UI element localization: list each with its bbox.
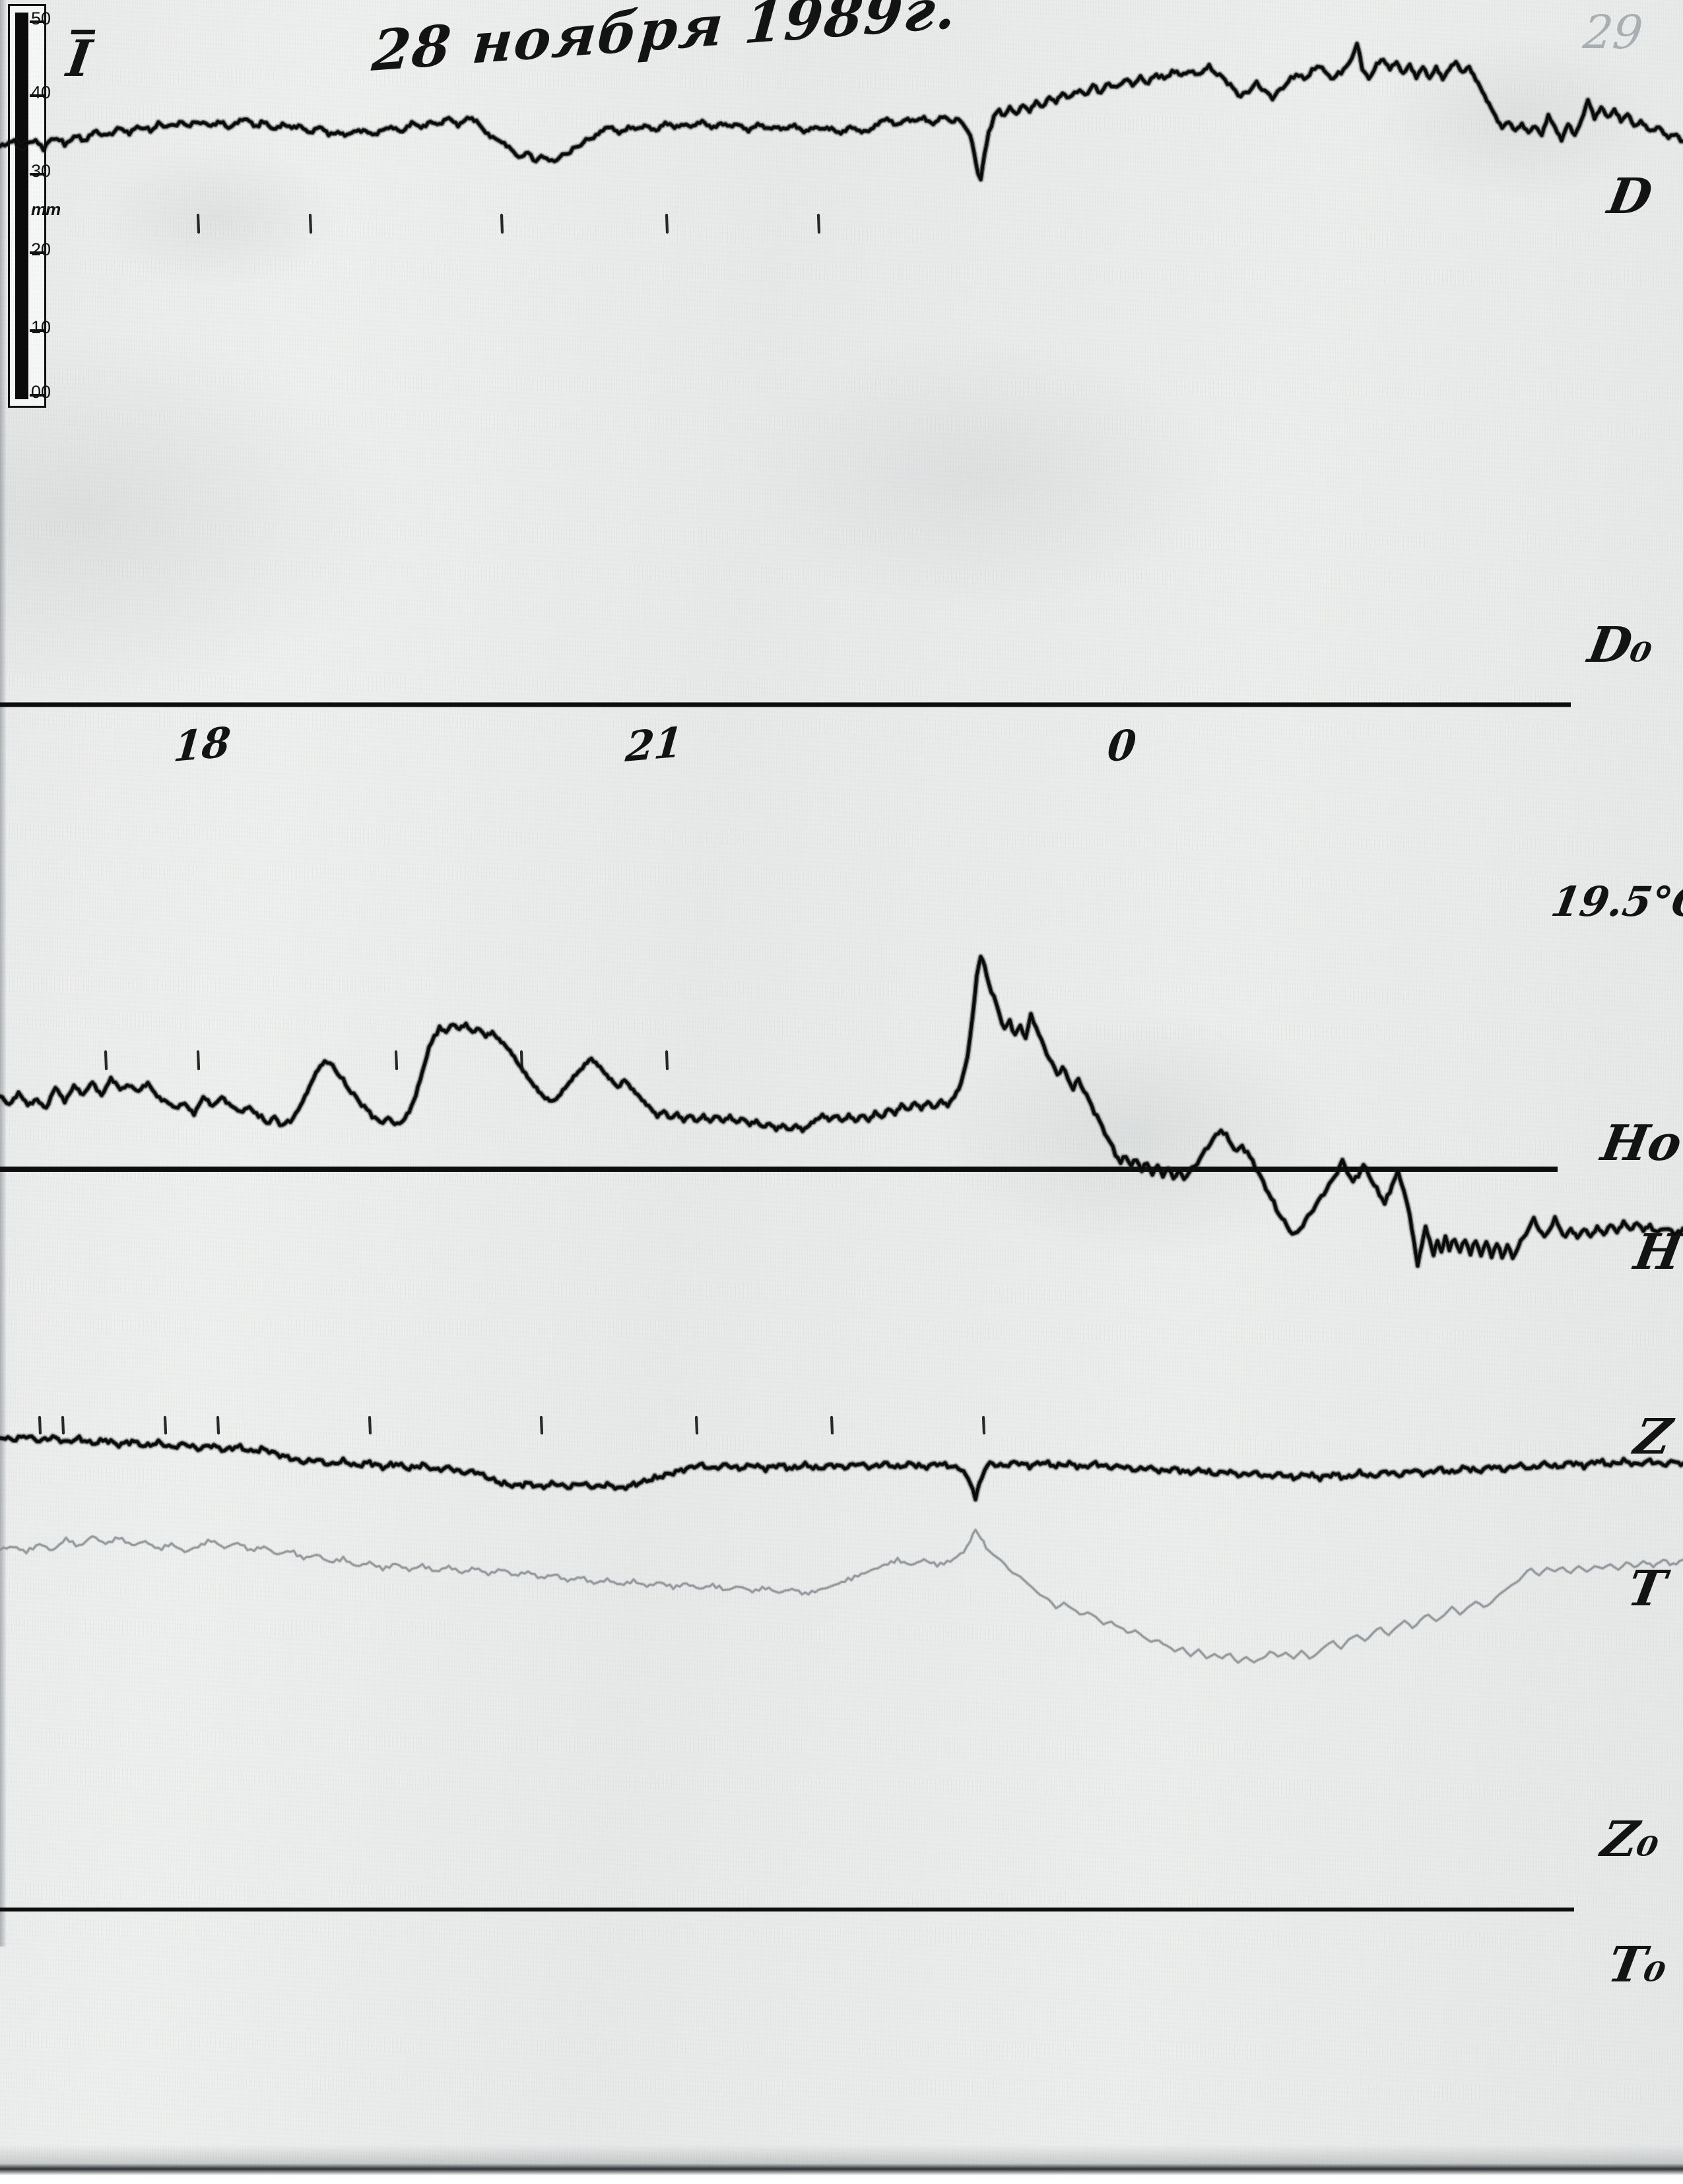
trace-label-D: D xyxy=(1604,168,1657,225)
temperature-label: 19.5°C xyxy=(1548,878,1683,926)
page-title: 28 ноября 1989г. xyxy=(370,0,960,84)
station-mark-text: I xyxy=(63,29,96,88)
ruler-label-50: 50 xyxy=(31,9,51,28)
time-tick-mark-H xyxy=(394,1050,399,1071)
trace-T xyxy=(0,1527,1683,1665)
trace-label-D0: D₀ xyxy=(1584,617,1658,674)
time-tick-mark-D xyxy=(308,213,313,234)
ruler-label-10: 10 xyxy=(31,317,51,337)
time-label-18: 18 xyxy=(172,717,233,771)
trace-Z xyxy=(0,1432,1683,1503)
station-mark: I xyxy=(63,29,95,88)
ruler-tick-00 xyxy=(30,394,44,397)
time-tick-mark-Z xyxy=(694,1415,699,1435)
ruler-label-00: 00 xyxy=(31,382,51,402)
ruler-tick-20 xyxy=(30,251,44,254)
ruler-label-40: 40 xyxy=(31,82,51,102)
trace-label-Z: Z xyxy=(1630,1409,1676,1465)
ruler-unit-label: mm xyxy=(31,199,61,219)
trace-label-T0: T₀ xyxy=(1604,1937,1672,1993)
mm-ruler: 50 40 30 mm 20 10 00 xyxy=(8,4,61,408)
trace-label-Z0: Z₀ xyxy=(1597,1811,1665,1868)
time-tick-mark-H xyxy=(519,1050,524,1071)
time-tick-mark-Z xyxy=(981,1415,986,1435)
ruler-label-30: 30 xyxy=(31,161,51,181)
trace-H xyxy=(0,953,1683,1269)
scan-left-edge xyxy=(0,0,7,1946)
ruler-tick-50 xyxy=(30,20,44,23)
page-number: 29 xyxy=(1581,5,1645,59)
trace-label-T: T xyxy=(1624,1560,1670,1617)
trace-label-H0: Ho xyxy=(1597,1115,1683,1172)
time-tick-mark-D xyxy=(196,213,201,234)
trace-D xyxy=(0,40,1683,183)
time-tick-mark-Z xyxy=(163,1415,168,1435)
time-tick-mark-H xyxy=(196,1050,201,1071)
time-label-0: 0 xyxy=(1106,720,1138,771)
ruler-label-20: 20 xyxy=(31,240,51,259)
time-label-21: 21 xyxy=(624,717,685,771)
ruler-black-bar xyxy=(15,13,28,399)
ruler-tick-10 xyxy=(30,329,44,332)
time-tick-mark-Z xyxy=(539,1415,544,1435)
trace-label-H: H xyxy=(1630,1224,1683,1281)
time-tick-mark-D xyxy=(816,213,821,234)
scan-bottom-edge xyxy=(0,2144,1683,2184)
